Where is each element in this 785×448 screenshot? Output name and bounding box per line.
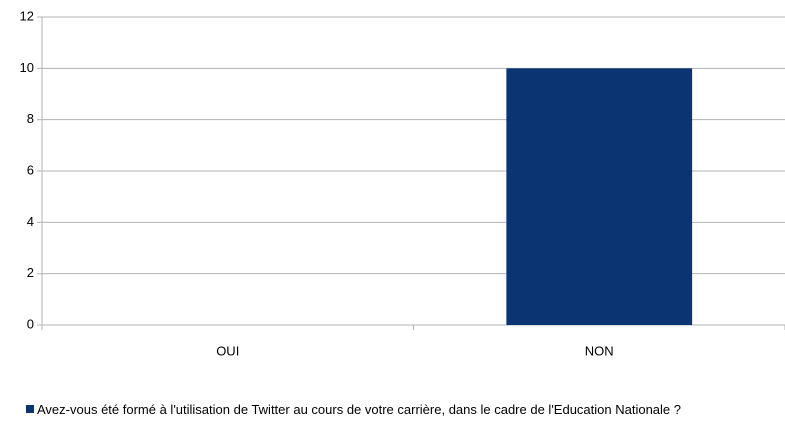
y-tick-label: 4 bbox=[27, 214, 34, 229]
legend: Avez-vous été formé à l'utilisation de T… bbox=[26, 401, 781, 419]
y-tick-label: 6 bbox=[27, 162, 34, 177]
bar bbox=[506, 68, 693, 325]
y-tick-label: 2 bbox=[27, 265, 34, 280]
y-tick-label: 8 bbox=[27, 111, 34, 126]
legend-swatch bbox=[26, 405, 34, 413]
y-tick-label: 0 bbox=[27, 316, 34, 331]
y-tick-label: 10 bbox=[20, 60, 34, 75]
x-tick-label: NON bbox=[585, 343, 614, 358]
y-tick-label: 12 bbox=[20, 8, 34, 23]
x-tick-label: OUI bbox=[216, 343, 239, 358]
legend-label: Avez-vous été formé à l'utilisation de T… bbox=[37, 402, 681, 417]
